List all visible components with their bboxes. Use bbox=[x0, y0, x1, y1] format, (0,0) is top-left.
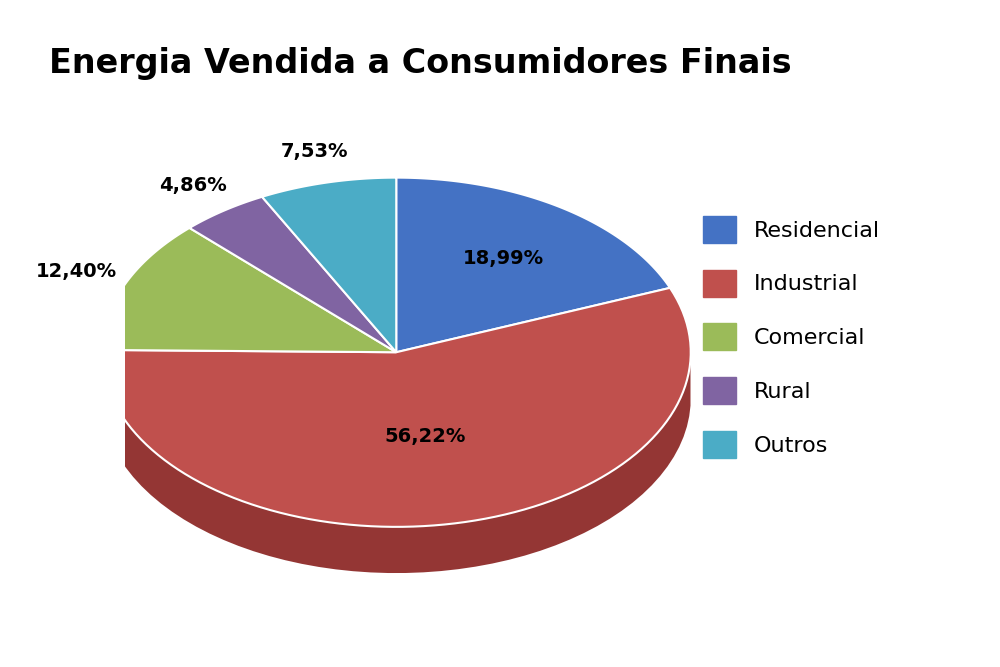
Polygon shape bbox=[396, 177, 670, 352]
Polygon shape bbox=[102, 288, 691, 527]
Legend: Residencial, Industrial, Comercial, Rural, Outros: Residencial, Industrial, Comercial, Rura… bbox=[694, 207, 889, 467]
Text: 7,53%: 7,53% bbox=[281, 143, 349, 161]
Text: 56,22%: 56,22% bbox=[385, 427, 466, 446]
Text: Energia Vendida a Consumidores Finais: Energia Vendida a Consumidores Finais bbox=[49, 47, 791, 79]
Polygon shape bbox=[102, 360, 690, 573]
Polygon shape bbox=[102, 228, 396, 352]
Text: 18,99%: 18,99% bbox=[463, 249, 544, 268]
Text: 4,86%: 4,86% bbox=[159, 175, 227, 195]
Polygon shape bbox=[262, 177, 396, 352]
Polygon shape bbox=[189, 197, 396, 352]
Text: 12,40%: 12,40% bbox=[36, 262, 117, 281]
